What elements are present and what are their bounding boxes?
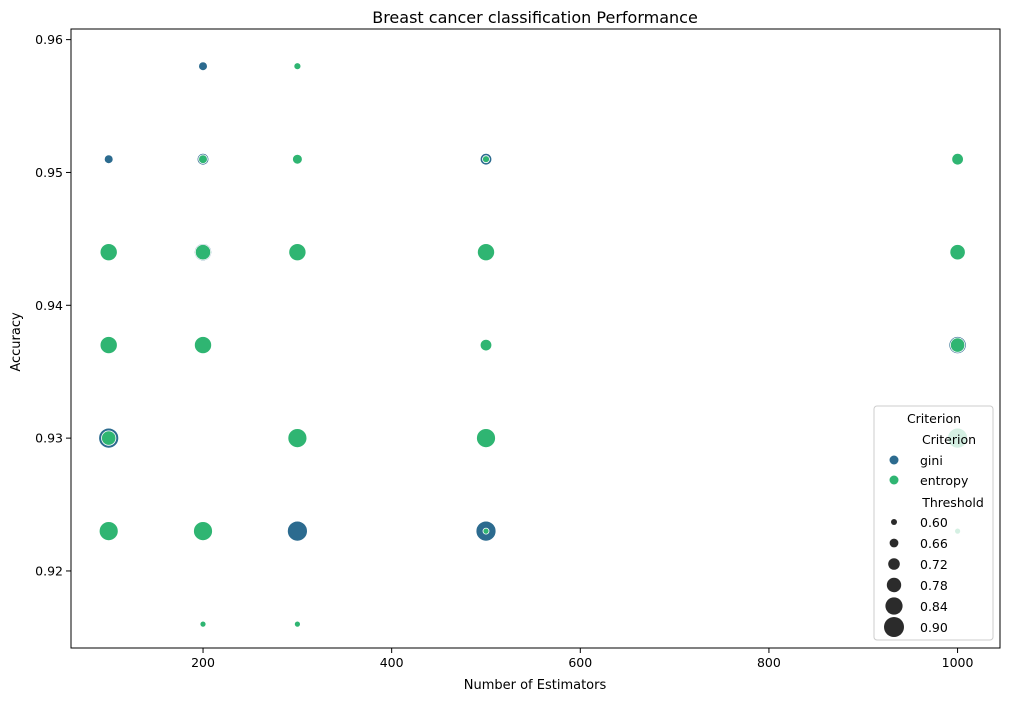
data-point-entropy	[949, 244, 966, 261]
legend-size-label: 0.84	[920, 599, 948, 614]
data-point-entropy	[293, 620, 301, 628]
y-tick-label: 0.94	[35, 298, 63, 313]
legend-size-marker	[884, 617, 904, 637]
legend-size-label: 0.78	[920, 578, 948, 593]
legend-size-marker	[891, 519, 897, 525]
y-axis-label: Accuracy	[9, 312, 24, 372]
legend-label-entropy: entropy	[920, 473, 969, 488]
data-point-entropy	[951, 152, 964, 166]
legend-size-label: 0.90	[920, 620, 948, 635]
data-point-entropy	[292, 153, 303, 165]
data-point-entropy	[101, 430, 117, 446]
x-tick-label: 1000	[942, 655, 974, 670]
legend-box	[873, 405, 994, 641]
data-point-entropy	[482, 527, 490, 535]
data-point-entropy	[949, 337, 966, 353]
data-point-entropy	[99, 243, 118, 262]
legend-size-marker	[889, 538, 899, 548]
data-point-entropy	[198, 154, 208, 165]
x-tick-label: 800	[757, 655, 781, 670]
data-point-entropy	[98, 521, 119, 541]
y-axis-ticks: 0.92 0.93 0.94 0.95 0.96	[35, 32, 71, 578]
y-tick-label: 0.92	[35, 563, 63, 578]
y-tick-label: 0.96	[35, 32, 63, 47]
y-tick-label: 0.93	[35, 431, 63, 446]
data-point-entropy	[288, 243, 307, 262]
legend-size-title: Threshold	[921, 495, 984, 510]
x-tick-label: 600	[568, 655, 592, 670]
data-point-entropy	[287, 428, 308, 449]
data-points-layer	[98, 61, 968, 628]
chart-title: Breast cancer classification Performance	[372, 8, 698, 27]
legend: Criterion Criterion Threshold gini entrop…	[873, 405, 994, 641]
legend-marker-gini	[889, 455, 899, 465]
data-point-entropy	[193, 336, 212, 355]
legend-size-marker	[888, 558, 900, 570]
data-point-gini	[286, 520, 308, 542]
data-point-entropy	[199, 620, 207, 628]
legend-size-marker	[885, 597, 903, 615]
data-point-entropy	[193, 521, 213, 541]
data-point-gini	[198, 61, 208, 71]
legend-entries: gini entropy 0.60 0.66 0.72 0.78 0.84 0.90	[884, 453, 969, 637]
x-axis-ticks: 200 400 600 800 1000	[191, 648, 974, 670]
legend-size-label: 0.72	[920, 557, 948, 572]
data-point-entropy	[194, 244, 212, 261]
legend-size-marker	[886, 577, 902, 593]
data-point-entropy	[476, 243, 495, 262]
legend-title: Criterion	[907, 411, 961, 426]
legend-label-gini: gini	[920, 453, 943, 468]
data-point-gini	[103, 154, 114, 165]
data-point-entropy	[476, 428, 496, 449]
y-tick-label: 0.95	[35, 165, 63, 180]
data-point-entropy	[482, 155, 490, 164]
data-point-entropy	[99, 336, 118, 355]
legend-marker-entropy	[889, 475, 899, 485]
legend-size-label: 0.60	[920, 515, 948, 530]
data-point-entropy	[293, 62, 302, 71]
legend-hue-title: Criterion	[922, 432, 976, 447]
x-tick-label: 200	[191, 655, 215, 670]
x-axis-label: Number of Estimators	[464, 678, 607, 693]
x-tick-label: 400	[380, 655, 404, 670]
data-point-entropy	[479, 338, 493, 352]
plot-frame	[70, 28, 1001, 649]
legend-size-label: 0.66	[920, 536, 948, 551]
